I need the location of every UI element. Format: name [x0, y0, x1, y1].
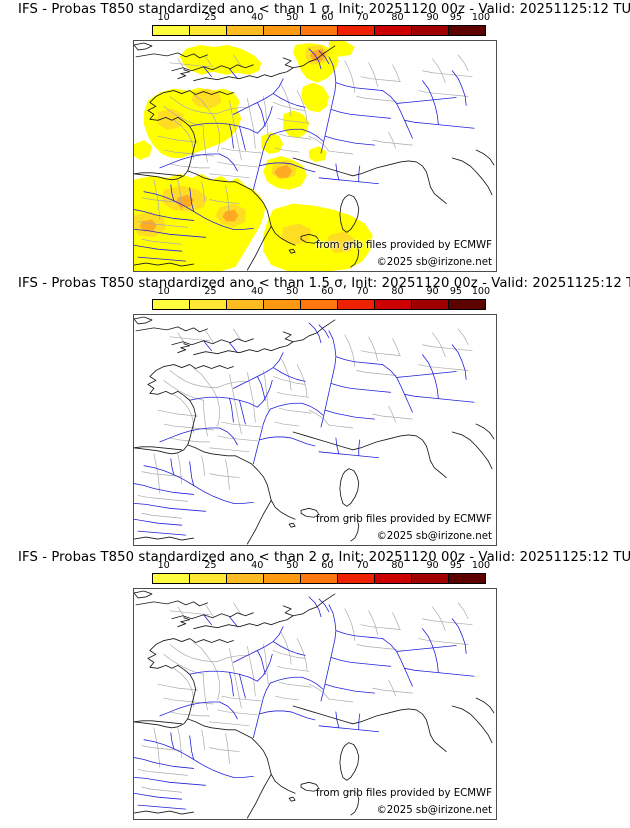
base-map — [134, 315, 496, 545]
colorbar-segment-50-60 — [263, 300, 300, 309]
panel-title: IFS - Probas T850 standardized ano < tha… — [18, 2, 630, 17]
colorbar-segment-25-40 — [189, 26, 226, 35]
attribution-source: from grib files provided by ECMWF — [315, 240, 492, 251]
colorbar-segment-80-90 — [374, 26, 411, 35]
colorbar-gradient — [152, 299, 486, 310]
colorbar-ticks: 10 25 40 50 60 70 80 90 95 100 — [152, 12, 491, 24]
map-area: from grib files provided by ECMWF ©2025 s… — [0, 314, 630, 548]
map-frame[interactable]: from grib files provided by ECMWF ©2025 s… — [133, 40, 497, 272]
colorbar-ticks: 10 25 40 50 60 70 80 90 95 100 — [152, 560, 491, 572]
colorbar-tick: 100 — [471, 286, 491, 297]
colorbar-tick: 50 — [286, 560, 299, 571]
colorbar-tick: 95 — [449, 286, 463, 297]
colorbar-segment-90-95 — [411, 300, 448, 309]
colorbar-segment-80-90 — [374, 300, 411, 309]
colorbar-segment-80-90 — [374, 574, 411, 583]
colorbar-2: 10 25 40 50 60 70 80 90 95 100 — [152, 560, 491, 588]
colorbar-tick: 90 — [426, 12, 439, 23]
panel-title: IFS - Probas T850 standardized ano < tha… — [18, 550, 630, 565]
colorbar-segment-60-70 — [300, 574, 337, 583]
colorbar-tick: 80 — [391, 286, 404, 297]
colorbar-tick: 40 — [251, 286, 264, 297]
colorbar-tick: 25 — [204, 12, 217, 23]
colorbar-segment-25-40 — [189, 300, 226, 309]
colorbar-tick: 10 — [157, 286, 170, 297]
coastlines — [134, 316, 495, 545]
admin-borders — [137, 602, 473, 793]
colorbar-tick: 25 — [204, 286, 217, 297]
colorbar-segment-70-80 — [337, 574, 374, 583]
panel-1sigma: IFS - Probas T850 standardized ano < tha… — [0, 0, 630, 274]
colorbar-tick: 60 — [321, 560, 334, 571]
attribution-source: from grib files provided by ECMWF — [315, 514, 492, 525]
colorbar-tick: 90 — [426, 560, 439, 571]
colorbar-tick: 95 — [449, 12, 463, 23]
panel-header: IFS - Probas T850 standardized ano < tha… — [0, 548, 630, 588]
panel-2sigma: IFS - Probas T850 standardized ano < tha… — [0, 548, 630, 822]
colorbar-tick: 60 — [321, 12, 334, 23]
colorbar-segment-10-25 — [153, 574, 189, 583]
colorbar-segment-60-70 — [300, 300, 337, 309]
colorbar-segment-95-100 — [448, 300, 485, 309]
colorbar-gradient — [152, 573, 486, 584]
colorbar-segment-70-80 — [337, 26, 374, 35]
colorbar-segment-40-50 — [226, 26, 263, 35]
colorbar-segment-10-25 — [153, 26, 189, 35]
panel-header: IFS - Probas T850 standardized ano < tha… — [0, 274, 630, 314]
admin-borders — [137, 54, 473, 245]
colorbar-tick: 70 — [356, 560, 369, 571]
colorbar-segment-90-95 — [411, 574, 448, 583]
colorbar-tick: 10 — [157, 12, 170, 23]
colorbar-segment-90-95 — [411, 26, 448, 35]
colorbar-tick: 50 — [286, 12, 299, 23]
coastlines — [134, 590, 495, 819]
colorbar-1: 10 25 40 50 60 70 80 90 95 100 — [152, 286, 491, 314]
attribution-copyright: ©2025 sb@irizone.net — [376, 257, 492, 268]
colorbar-tick: 95 — [449, 560, 463, 571]
colorbar-segment-25-40 — [189, 574, 226, 583]
colorbar-segment-10-25 — [153, 300, 189, 309]
colorbar-segment-50-60 — [263, 26, 300, 35]
colorbar-tick: 40 — [251, 560, 264, 571]
colorbar-gradient — [152, 25, 486, 36]
colorbar-tick: 70 — [356, 12, 369, 23]
base-map — [134, 41, 496, 271]
colorbar-tick: 80 — [391, 12, 404, 23]
panel-1p5sigma: IFS - Probas T850 standardized ano < tha… — [0, 274, 630, 548]
colorbar-segment-70-80 — [337, 300, 374, 309]
colorbar-tick: 70 — [356, 286, 369, 297]
panel-header: IFS - Probas T850 standardized ano < tha… — [0, 0, 630, 40]
colorbar-segment-60-70 — [300, 26, 337, 35]
colorbar-segment-50-60 — [263, 574, 300, 583]
map-area: from grib files provided by ECMWF ©2025 s… — [0, 588, 630, 822]
colorbar-segment-95-100 — [448, 26, 485, 35]
map-frame[interactable]: from grib files provided by ECMWF ©2025 s… — [133, 314, 497, 546]
attribution-source: from grib files provided by ECMWF — [315, 788, 492, 799]
map-frame[interactable]: from grib files provided by ECMWF ©2025 s… — [133, 588, 497, 820]
coastlines — [134, 42, 495, 271]
colorbar-tick: 80 — [391, 560, 404, 571]
rivers — [134, 596, 475, 810]
colorbar-segment-40-50 — [226, 574, 263, 583]
colorbar-tick: 90 — [426, 286, 439, 297]
colorbar-tick: 40 — [251, 12, 264, 23]
map-area: from grib files provided by ECMWF ©2025 s… — [0, 40, 630, 274]
colorbar-tick: 10 — [157, 560, 170, 571]
colorbar-0: 10 25 40 50 60 70 80 90 95 100 — [152, 12, 491, 40]
rivers — [134, 48, 475, 262]
colorbar-tick: 25 — [204, 560, 217, 571]
attribution-copyright: ©2025 sb@irizone.net — [376, 805, 492, 816]
colorbar-ticks: 10 25 40 50 60 70 80 90 95 100 — [152, 286, 491, 298]
colorbar-tick: 100 — [471, 560, 491, 571]
colorbar-tick: 50 — [286, 286, 299, 297]
colorbar-segment-40-50 — [226, 300, 263, 309]
base-map — [134, 589, 496, 819]
panel-title: IFS - Probas T850 standardized ano < tha… — [18, 276, 630, 291]
attribution-copyright: ©2025 sb@irizone.net — [376, 531, 492, 542]
rivers — [134, 322, 475, 536]
colorbar-segment-95-100 — [448, 574, 485, 583]
colorbar-tick: 100 — [471, 12, 491, 23]
colorbar-tick: 60 — [321, 286, 334, 297]
